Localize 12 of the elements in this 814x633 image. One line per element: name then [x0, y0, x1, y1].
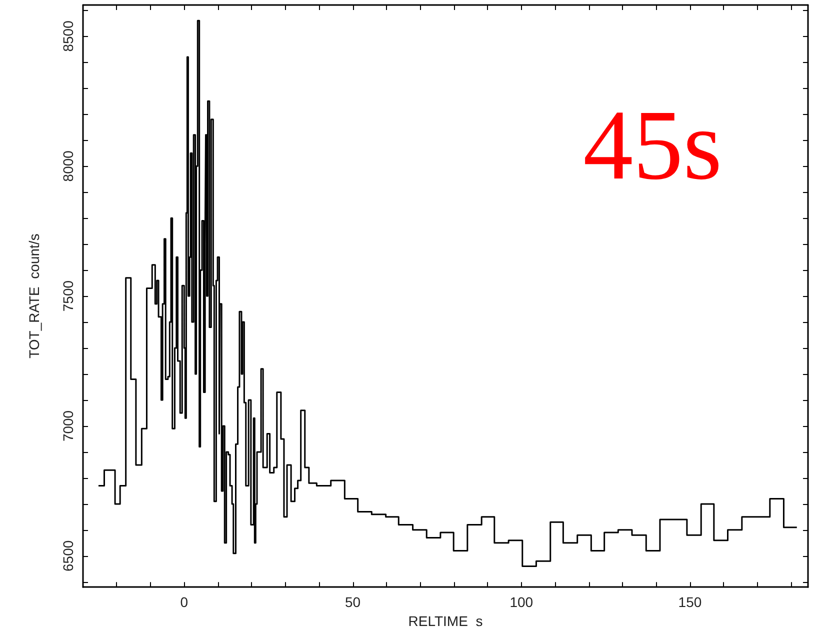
y-axis-title: TOT_RATE count/s: [26, 234, 42, 358]
x-tick-label: 150: [678, 594, 702, 610]
annotation: 45s: [583, 90, 722, 200]
x-tick-label: 0: [180, 594, 188, 610]
y-tick-label: 7500: [60, 280, 76, 312]
x-axis-title: RELTIME s: [408, 613, 483, 629]
y-tick-label: 8500: [60, 20, 76, 52]
x-tick-label: 50: [344, 594, 361, 610]
y-tick-label: 7000: [60, 410, 76, 442]
x-tick-label: 100: [510, 594, 534, 610]
y-tick-label: 8000: [60, 150, 76, 182]
y-tick-label: 6500: [60, 540, 76, 572]
